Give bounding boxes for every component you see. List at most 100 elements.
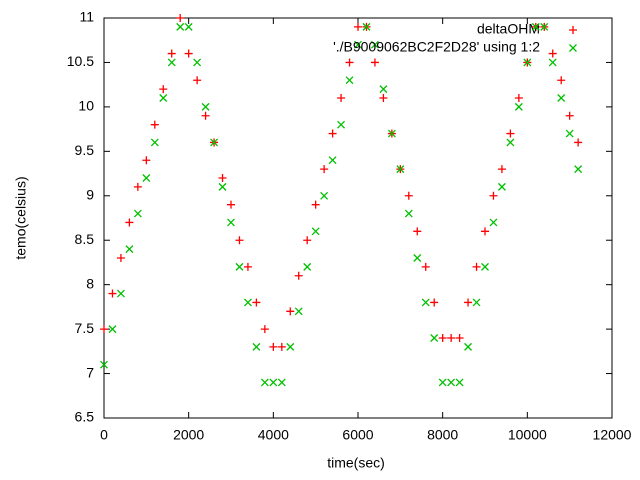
point (108, 325, 117, 334)
point (362, 22, 371, 31)
point (506, 129, 515, 138)
point (345, 76, 354, 85)
point (497, 182, 506, 191)
y-tick-label: 6.5 (75, 409, 95, 425)
point (438, 334, 447, 342)
point (286, 307, 295, 316)
point (286, 342, 295, 351)
point (159, 94, 168, 102)
point (116, 254, 125, 262)
x-tick-label: 0 (100, 427, 108, 443)
point (345, 58, 354, 67)
x-axis-label: time(sec) (327, 455, 385, 471)
point (193, 76, 202, 85)
point (218, 182, 227, 191)
point (108, 289, 117, 298)
y-tick-label: 7.5 (75, 320, 95, 336)
point (421, 298, 430, 307)
x-tick-label: 4000 (258, 427, 289, 443)
point (303, 262, 312, 271)
point (464, 342, 473, 351)
y-tick-label: 10.5 (67, 53, 94, 69)
point (354, 40, 362, 49)
plot-frame (103, 17, 613, 419)
point (565, 111, 574, 120)
point (404, 209, 413, 218)
point (337, 94, 346, 102)
point (252, 298, 261, 307)
point (125, 245, 134, 254)
point (176, 14, 185, 22)
point (557, 76, 566, 85)
y-tick-label: 9 (86, 186, 94, 202)
point (540, 22, 549, 31)
point (396, 165, 405, 174)
legend-marker (569, 44, 577, 52)
point (227, 218, 235, 227)
point (337, 120, 346, 129)
point (303, 236, 312, 245)
point (277, 378, 286, 387)
point (125, 218, 134, 227)
x-tick-label: 10000 (508, 427, 547, 443)
x-tick-label: 12000 (593, 427, 632, 443)
point (100, 325, 108, 334)
point (184, 49, 193, 58)
point (184, 22, 193, 31)
point (294, 271, 303, 280)
y-tick-label: 11 (79, 9, 94, 25)
point (523, 58, 532, 67)
point (142, 174, 151, 182)
point (548, 49, 557, 58)
point (100, 360, 108, 369)
point (379, 85, 388, 94)
point (430, 334, 439, 342)
point (574, 138, 583, 147)
y-axis-label: temo(celsius) (13, 176, 29, 259)
x-tick-label: 8000 (427, 427, 458, 443)
x-tick-label: 2000 (173, 427, 204, 443)
x-tick-label: 6000 (342, 427, 373, 443)
point (142, 156, 151, 165)
point (514, 94, 523, 102)
point (514, 102, 523, 111)
point (201, 102, 210, 111)
point (430, 298, 439, 307)
point (574, 165, 583, 174)
y-tick-label: 8 (86, 275, 94, 291)
point (379, 94, 388, 102)
point (311, 200, 320, 209)
point (557, 94, 566, 102)
point (133, 182, 142, 191)
point (370, 40, 379, 49)
point (481, 262, 489, 271)
legend-label: deltaOHM (477, 21, 540, 37)
point (243, 262, 252, 271)
point (438, 378, 447, 387)
point (277, 342, 286, 351)
point (413, 227, 422, 236)
legend-label: './B9009062BC2F2D28' using 1:2 (333, 39, 540, 55)
point (269, 378, 278, 387)
point (370, 58, 379, 67)
point (320, 191, 329, 200)
point (421, 262, 430, 271)
point (210, 138, 219, 147)
point (193, 58, 202, 67)
point (565, 129, 574, 138)
point (167, 58, 176, 67)
point (235, 236, 244, 245)
point (328, 156, 337, 165)
point (218, 174, 227, 182)
point (159, 85, 168, 94)
point (260, 325, 269, 334)
point (531, 22, 540, 31)
point (252, 342, 261, 351)
point (404, 191, 413, 200)
point (150, 138, 159, 147)
point (472, 298, 481, 307)
point (472, 262, 481, 271)
y-tick-label: 9.5 (75, 142, 95, 158)
